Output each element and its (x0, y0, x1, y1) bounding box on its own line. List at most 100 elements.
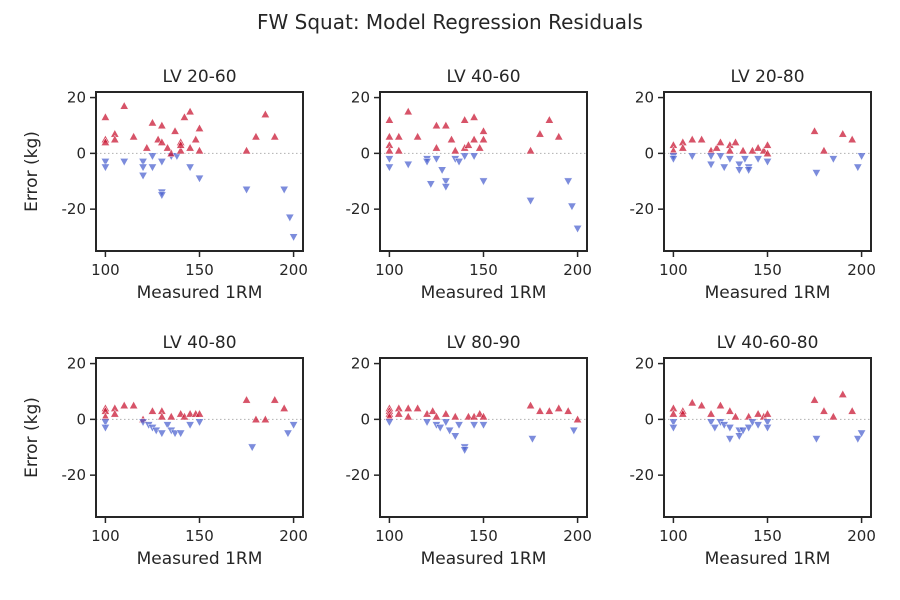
negative-residual-point (828, 155, 838, 164)
panel-title: LV 40-60-80 (717, 333, 819, 353)
axes-frame (379, 91, 588, 252)
negative-residual-point (668, 155, 679, 164)
negative-residual-point (853, 435, 863, 444)
negative-residual-point (422, 418, 432, 427)
x-tick-label: 100 (91, 261, 120, 279)
x-tick-label: 150 (469, 261, 498, 279)
x-tick-label: 100 (659, 261, 688, 279)
negative-residual-point (762, 418, 773, 427)
y-tick-label: 0 (76, 144, 86, 162)
negative-residual-point (460, 446, 470, 455)
positive-residual-point (185, 143, 195, 152)
y-tick-label: 0 (360, 144, 370, 162)
negative-residual-point (157, 191, 167, 200)
positive-residual-point (762, 140, 773, 149)
positive-residual-point (697, 400, 707, 410)
negative-residual-point (384, 418, 395, 427)
negative-residual-point (525, 197, 536, 206)
negative-residual-point (384, 163, 395, 173)
y-tick-label: -20 (346, 466, 371, 484)
positive-residual-point (460, 115, 470, 124)
negative-residual-point (710, 424, 720, 433)
positive-residual-point (441, 120, 451, 130)
negative-residual-point (563, 177, 573, 186)
positive-residual-point (762, 148, 773, 157)
panel-title: LV 20-80 (730, 67, 804, 87)
positive-residual-point (251, 131, 261, 141)
positive-residual-point (170, 126, 180, 135)
positive-residual-point (554, 403, 564, 412)
negative-residual-point (194, 174, 205, 184)
negative-residual-point (527, 435, 538, 444)
positive-residual-point (260, 109, 270, 118)
negative-residual-point (384, 155, 395, 164)
negative-residual-point (811, 435, 822, 444)
positive-residual-point (441, 409, 451, 418)
x-tick-label: 200 (279, 261, 308, 279)
negative-residual-point (431, 155, 442, 164)
positive-residual-point (544, 406, 554, 415)
negative-residual-point (811, 169, 822, 178)
positive-residual-point (166, 411, 176, 421)
negative-residual-point (853, 163, 863, 173)
positive-residual-point (157, 411, 167, 421)
negative-residual-point (762, 424, 773, 433)
positive-residual-point (525, 145, 536, 155)
positive-residual-point (110, 134, 120, 144)
negative-residual-point (454, 158, 464, 167)
x-axis-label: Measured 1RM (137, 549, 263, 569)
axes-frame (663, 91, 872, 252)
y-tick-label: -20 (62, 200, 87, 218)
y-tick-label: 20 (67, 89, 86, 107)
negative-residual-point (138, 158, 148, 167)
negative-residual-point (441, 183, 451, 192)
positive-residual-point (706, 409, 716, 418)
negative-residual-point (176, 429, 186, 439)
positive-residual-point (384, 131, 395, 141)
negative-residual-point (567, 202, 577, 212)
negative-residual-point (450, 432, 460, 441)
y-tick-label: 0 (644, 410, 654, 428)
negative-residual-point (162, 421, 173, 430)
axes-frame (663, 357, 872, 518)
positive-residual-point (535, 406, 545, 415)
positive-residual-point (270, 395, 280, 404)
x-tick-label: 200 (847, 527, 876, 545)
positive-residual-point (668, 409, 679, 418)
panel-title: LV 40-80 (162, 333, 236, 353)
positive-residual-point (179, 112, 190, 121)
y-axis-label: Error (kg) (22, 131, 42, 212)
negative-residual-point (454, 421, 464, 430)
negative-residual-point (469, 152, 479, 161)
negative-residual-point (138, 163, 148, 173)
negative-residual-point (441, 418, 451, 427)
negative-residual-point (706, 160, 716, 170)
negative-residual-point (668, 418, 679, 427)
panel-title: LV 40-60 (446, 67, 520, 87)
negative-residual-point (706, 418, 716, 427)
positive-residual-point (142, 143, 152, 152)
positive-residual-point (469, 112, 479, 121)
positive-residual-point (194, 145, 205, 155)
negative-residual-point (725, 155, 735, 164)
y-tick-label: -20 (62, 466, 87, 484)
positive-residual-point (241, 145, 252, 155)
positive-residual-point (394, 131, 404, 141)
positive-residual-point (279, 403, 289, 412)
positive-residual-point (431, 143, 442, 152)
negative-residual-point (185, 163, 195, 173)
panel-title: LV 20-60 (162, 67, 236, 87)
positive-residual-point (753, 409, 763, 418)
positive-residual-point (678, 409, 688, 418)
y-tick-label: 20 (351, 355, 370, 373)
positive-residual-point (563, 406, 573, 415)
positive-residual-point (260, 414, 270, 423)
y-tick-label: 20 (635, 355, 654, 373)
positive-residual-point (100, 137, 111, 146)
negative-residual-point (403, 160, 413, 170)
positive-residual-point (403, 403, 413, 412)
